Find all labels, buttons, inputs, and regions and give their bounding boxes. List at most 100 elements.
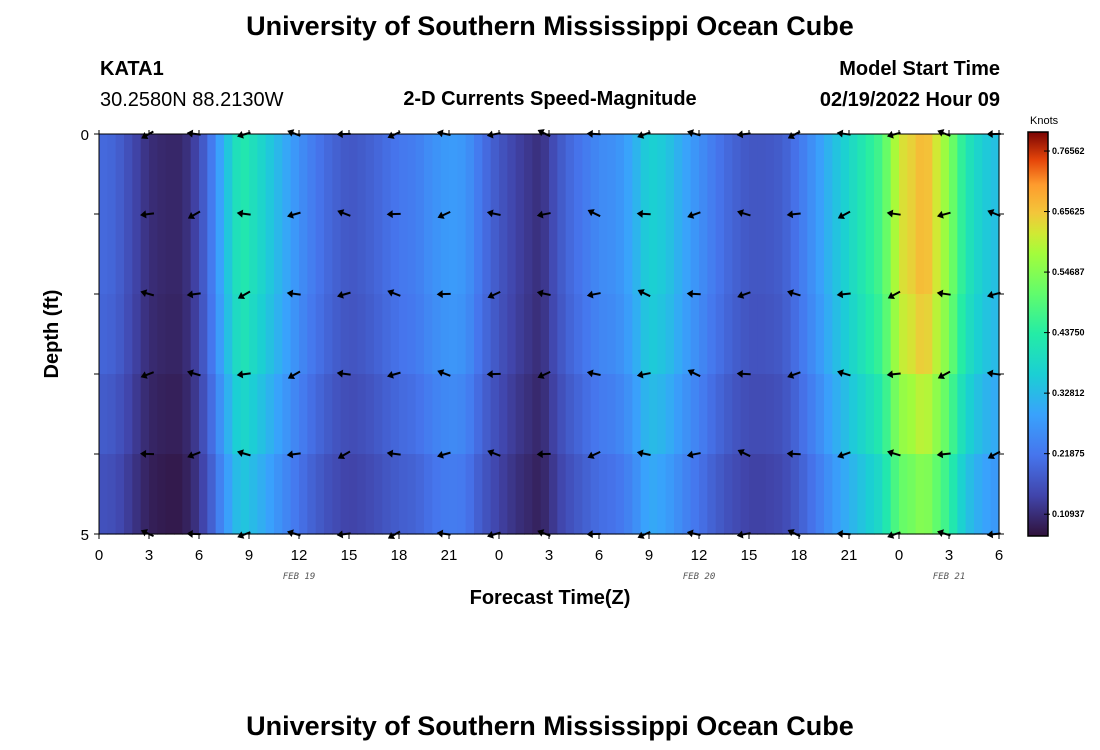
x-tick-label: 21 (441, 547, 458, 564)
heatmap-cell (890, 134, 900, 215)
current-arrow-head (337, 452, 346, 459)
heatmap-cell (390, 214, 400, 295)
heatmap-cell (990, 134, 1000, 215)
heatmap-cell (840, 134, 850, 215)
heatmap-cell (149, 294, 158, 375)
heatmap-cell (765, 134, 775, 215)
heatmap-cell (240, 294, 250, 375)
heatmap-cell (732, 134, 742, 215)
current-arrow-head (536, 450, 543, 459)
heatmap-cell (132, 374, 142, 455)
current-arrow-head (387, 532, 396, 539)
heatmap-cell (940, 374, 950, 455)
heatmap-cell (499, 454, 508, 535)
current-arrow-head (787, 131, 795, 139)
heatmap-cell (182, 134, 192, 215)
current-arrow-head (737, 449, 745, 457)
current-arrow-head (237, 292, 246, 299)
current-arrow (587, 209, 601, 218)
heatmap-cell (482, 454, 492, 535)
heatmap-cell (682, 214, 692, 295)
heatmap-cell (482, 374, 492, 455)
heatmap-cell (457, 454, 467, 535)
heatmap-cell (365, 214, 375, 295)
heatmap-cell (249, 214, 258, 295)
heatmap-cell (382, 214, 392, 295)
heatmap-cell (215, 454, 225, 535)
heatmap-cell (865, 294, 875, 375)
heatmap-cell (665, 214, 675, 295)
heatmap-cell (124, 454, 133, 535)
heatmap-cell (632, 294, 642, 375)
heatmap-cell (649, 214, 658, 295)
heatmap-cell (649, 454, 658, 535)
current-arrow (536, 289, 551, 298)
heatmap-cell (732, 294, 742, 375)
heatmap-cell (732, 454, 742, 535)
current-arrow (586, 369, 601, 378)
chart-title: University of Southern Mississippi Ocean… (246, 11, 854, 41)
heatmap-cell (574, 374, 583, 455)
heatmap-cell (382, 294, 392, 375)
heatmap-cell (290, 374, 300, 455)
current-arrow (140, 449, 155, 458)
current-arrow (287, 370, 301, 379)
current-arrow (140, 210, 155, 219)
current-arrow-head (537, 529, 545, 537)
heatmap-cell (124, 214, 133, 295)
heatmap-cell (949, 134, 958, 215)
colorbar-tick-label: 0.54687 (1052, 267, 1085, 277)
colorbar-tick-label: 0.10937 (1052, 509, 1085, 519)
heatmap-cell (357, 374, 367, 455)
x-tick-label: 6 (595, 547, 603, 564)
heatmap-cell (215, 294, 225, 375)
heatmap-cell (182, 454, 192, 535)
heatmap-cell (257, 134, 267, 215)
current-arrow-head (837, 211, 845, 219)
heatmap-cell (257, 214, 267, 295)
current-arrow-head (486, 209, 494, 218)
heatmap-cell (265, 214, 275, 295)
x-tick-label: 3 (145, 547, 153, 564)
current-arrow-head (786, 449, 793, 458)
heatmap-cell (240, 134, 250, 215)
heatmap-cell (507, 374, 517, 455)
heatmap-cell (474, 134, 483, 215)
heatmap-cell (324, 374, 333, 455)
heatmap-cell (949, 374, 958, 455)
current-arrow-head (437, 450, 444, 459)
heatmap-cell (407, 214, 417, 295)
heatmap-cell (824, 294, 833, 375)
heatmap-cell (874, 294, 883, 375)
heatmap-cell (99, 134, 108, 215)
heatmap-cell (940, 454, 950, 535)
current-arrow-head (187, 212, 196, 219)
heatmap-cell (890, 374, 900, 455)
heatmap-cell (124, 134, 133, 215)
heatmap-cell (307, 374, 317, 455)
heatmap-cell (574, 134, 583, 215)
heatmap-cell (799, 374, 808, 455)
heatmap-cell (99, 374, 108, 455)
heatmap-cell (432, 214, 442, 295)
current-arrow-head (936, 289, 944, 298)
current-arrow (887, 449, 901, 457)
current-arrow-head (187, 369, 194, 378)
heatmap-cell (382, 374, 392, 455)
current-arrow-head (236, 209, 244, 218)
current-arrow-head (637, 289, 645, 297)
heatmap-cell (915, 134, 925, 215)
current-arrow-head (386, 449, 394, 458)
heatmap-cell (590, 294, 600, 375)
current-arrow-head (987, 451, 995, 459)
heatmap-cell (840, 294, 850, 375)
heatmap-cell (182, 294, 192, 375)
heatmap-cell (549, 294, 558, 375)
heatmap-cell (765, 294, 775, 375)
current-arrow (386, 210, 401, 219)
heatmap-cell (265, 134, 275, 215)
current-arrow-head (586, 290, 594, 299)
heatmap-cell (715, 374, 725, 455)
heatmap-cell (857, 294, 867, 375)
current-arrow-head (286, 450, 294, 459)
